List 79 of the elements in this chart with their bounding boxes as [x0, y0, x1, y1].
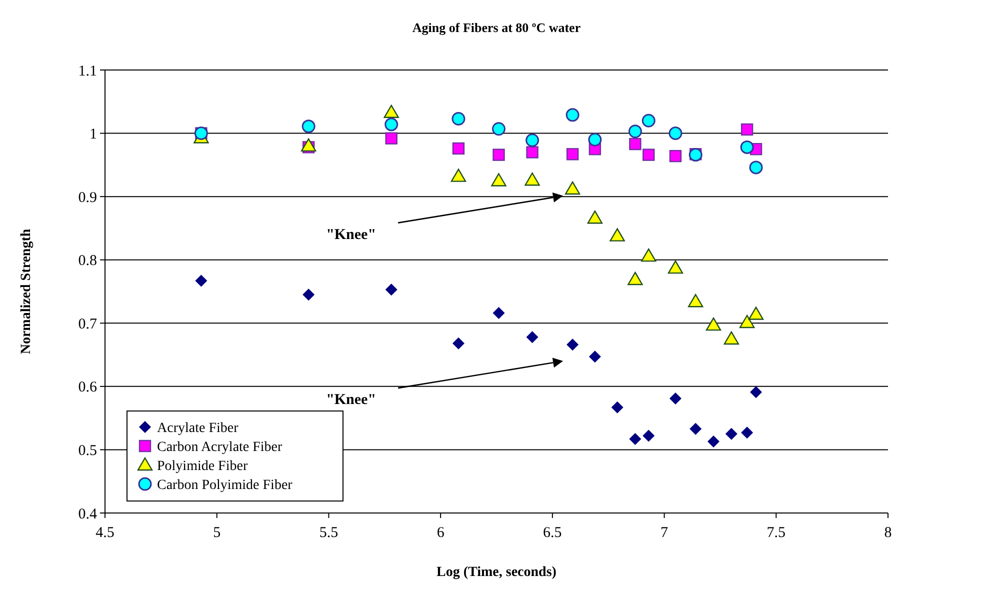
- point: [642, 114, 656, 128]
- point: [749, 160, 763, 174]
- point: [668, 260, 684, 274]
- x-tick-label: 6: [436, 525, 445, 541]
- point: [611, 401, 624, 414]
- point: [642, 148, 655, 161]
- x-tick-label: 5.5: [319, 525, 338, 541]
- point: [708, 435, 720, 448]
- x-axis-title: Log (Time, seconds): [436, 565, 557, 580]
- point: [491, 173, 506, 186]
- point: [526, 133, 540, 147]
- point: [724, 331, 739, 345]
- point: [725, 428, 738, 440]
- annotation: "Knee": [326, 392, 376, 408]
- legend-label: Acrylate Fiber: [157, 420, 239, 436]
- point: [629, 138, 642, 150]
- x-tick-label: 4.5: [96, 525, 114, 541]
- y-tick-label: 0.9: [78, 190, 97, 206]
- point: [384, 104, 399, 118]
- point: [642, 430, 655, 442]
- point: [641, 248, 656, 262]
- point: [302, 288, 315, 301]
- y-tick-label: 0.4: [78, 506, 98, 522]
- point: [587, 210, 603, 224]
- point: [302, 120, 316, 134]
- x-tick-label: 6.5: [543, 525, 562, 541]
- y-tick-label: 0.7: [78, 316, 98, 332]
- point: [452, 142, 465, 155]
- point: [566, 338, 579, 351]
- y-tick-label: 0.8: [78, 253, 97, 270]
- y-axis-title: Normalized Strength: [19, 228, 34, 354]
- point: [669, 150, 682, 162]
- point: [741, 426, 754, 439]
- point: [588, 132, 602, 146]
- x-tick-label: 7: [660, 525, 669, 541]
- point: [628, 272, 643, 286]
- point: [450, 168, 466, 182]
- point: [492, 307, 505, 320]
- point: [385, 132, 398, 144]
- point: [566, 108, 580, 122]
- point: [668, 126, 682, 140]
- point: [385, 284, 398, 296]
- y-tick-label: 0.6: [78, 380, 98, 396]
- point: [526, 331, 538, 344]
- point: [669, 392, 682, 404]
- legend-label: Polyimide Fiber: [157, 458, 248, 474]
- legend-label: Carbon Polyimide Fiber: [157, 478, 293, 493]
- legend-label: Carbon Acrylate Fiber: [157, 440, 283, 455]
- x-tick-label: 8: [884, 525, 892, 541]
- point: [750, 386, 762, 398]
- annotation: "Knee": [326, 226, 376, 243]
- point: [524, 172, 540, 186]
- point: [629, 432, 642, 445]
- y-tick-label: 1: [90, 126, 97, 143]
- x-tick-label: 5: [213, 525, 221, 541]
- point: [628, 124, 642, 138]
- point: [526, 146, 538, 158]
- point: [195, 274, 208, 287]
- point: [706, 317, 722, 331]
- point: [610, 228, 625, 242]
- point: [739, 314, 755, 328]
- point: [492, 148, 505, 161]
- point: [564, 181, 580, 195]
- point: [740, 140, 754, 154]
- point: [690, 422, 702, 435]
- point: [688, 294, 704, 308]
- y-tick-label: 1.1: [78, 63, 97, 80]
- point: [452, 112, 466, 126]
- chart-title: Aging of Fibers at 80 ºC water: [412, 20, 581, 35]
- point: [588, 350, 601, 363]
- point: [566, 148, 579, 160]
- y-tick-label: 0.5: [78, 442, 97, 459]
- point: [492, 122, 506, 136]
- point: [452, 337, 464, 350]
- x-tick-label: 7.5: [766, 525, 786, 541]
- point: [740, 123, 754, 136]
- point: [748, 306, 764, 320]
- point: [300, 138, 316, 152]
- point: [384, 118, 398, 132]
